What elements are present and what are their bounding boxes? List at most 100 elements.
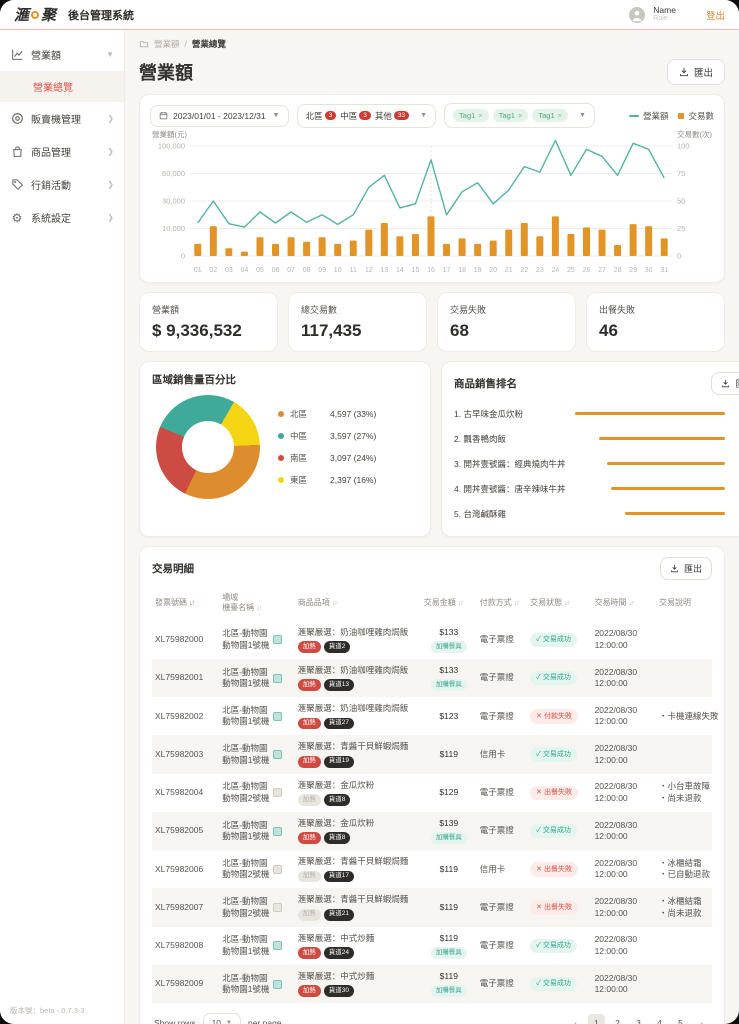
legend-swatch (628, 114, 639, 117)
column-header-3[interactable]: 交易金額 ↓↑ (421, 586, 477, 621)
sidebar-item-1[interactable]: 販賣機管理 ❯ (0, 102, 124, 135)
calendar-icon (159, 111, 168, 120)
sidebar-item-3[interactable]: 行銷活動 ❯ (0, 168, 124, 201)
table-row[interactable]: XL75982003 北區-動物園 動物園1號機 滙聚嚴選：青醬干貝鮮蝦焗麵 加熱 貨道1… (152, 735, 712, 774)
table-row[interactable]: XL75982005 北區-動物園 動物園1號機 滙聚嚴選：金瓜炊粉 加熱 貨道8 $139… (152, 811, 712, 851)
page-button-4[interactable]: 4 (651, 1014, 668, 1024)
svg-text:22: 22 (520, 267, 528, 274)
page-button-2[interactable]: 2 (609, 1014, 626, 1024)
page-button-1[interactable]: 1 (588, 1014, 605, 1024)
column-header-1[interactable]: 場域 機臺名稱 ↓↑ (219, 586, 295, 621)
sort-icon[interactable]: ↓↑ (331, 600, 338, 608)
avatar[interactable] (629, 6, 646, 23)
ranking-item: 1. 古早味金瓜炊粉 4,597 (454, 401, 739, 426)
column-header-2[interactable]: 商品品項 ↓↑ (295, 586, 421, 621)
tag-pill[interactable]: Tag1 × (492, 109, 529, 122)
column-header-4[interactable]: 付款方式 ↓↑ (477, 586, 527, 621)
sort-icon[interactable]: ↓↑ (628, 600, 635, 608)
date-range-select[interactable]: 2023/01/01 - 2023/12/31 ▼ (150, 104, 289, 127)
product-name: 滙聚嚴選：青醬干貝鮮蝦焗麵 (297, 894, 409, 905)
machine-status-icon (273, 864, 283, 874)
remove-tag-icon[interactable]: × (517, 111, 523, 120)
rows-per-page-select[interactable]: 10 ▼ (202, 1013, 241, 1024)
page-button-3[interactable]: 3 (630, 1014, 647, 1024)
machine-region: 北區-動物園 (222, 819, 268, 830)
cell-machine: 北區-動物園 動物園1號機 (219, 659, 295, 697)
cell-payment: 電子票證 (479, 634, 514, 645)
sort-icon[interactable]: ↓↑ (513, 600, 520, 608)
ranking-item: 3. 開丼壹號醬：經典燒肉牛丼 3,622 (454, 451, 739, 476)
sidebar-subitem-營業總覽[interactable]: 營業總覽 (0, 71, 124, 102)
machine-region: 北區-動物園 (222, 934, 268, 945)
cell-payment: 電子票證 (479, 901, 514, 912)
status-badge: ✓ 交易成功 (530, 747, 577, 762)
status-badge: ✕ 出餐失敗 (530, 785, 578, 801)
table-row[interactable]: XL75982002 北區-動物園 動物園1號機 滙聚嚴選：奶油咖哩雞肉焗飯 加熱 貨道2… (152, 697, 719, 735)
table-row[interactable]: XL75982009 北區-動物園 動物園1號機 滙聚嚴選：中式炒麵 加熱 貨道30 $11… (152, 964, 712, 1004)
remove-tag-icon[interactable]: × (557, 111, 563, 120)
cell-amount: $119 (421, 850, 477, 888)
page-export-button[interactable]: 匯出 (666, 59, 725, 85)
region-select[interactable]: 北區 3 中區 3 其他 33 ▼ (296, 103, 437, 128)
amount-value: $119 (439, 863, 458, 874)
product-name: 1. 古早味金瓜炊粉 (454, 408, 523, 419)
prev-page-button[interactable]: ‹ (567, 1014, 584, 1024)
table-row[interactable]: XL75982004 北區-動物園 動物園2號機 滙聚嚴選：金瓜炊粉 加熱 貨道8 $129… (152, 774, 712, 812)
next-page-button[interactable]: › (693, 1014, 710, 1024)
breadcrumb-root[interactable]: 營業額 (154, 39, 180, 49)
column-header-0[interactable]: 發票號碼 ↓↑ (152, 586, 219, 621)
svg-text:28: 28 (614, 267, 622, 274)
page-button-5[interactable]: 5 (672, 1014, 689, 1024)
cell-time: 2022/08/30 12:00:00 (592, 927, 656, 965)
cell-time: 2022/08/30 12:00:00 (592, 621, 656, 659)
legend-dot (278, 477, 284, 483)
ranking-export-button[interactable]: 匯出 (711, 372, 739, 395)
svg-text:27: 27 (598, 267, 606, 274)
column-header-6[interactable]: 交易時間 ↓↑ (592, 586, 656, 621)
transaction-date: 2022/08/30 (594, 743, 638, 754)
lane-badge: 貨道30 (323, 985, 355, 998)
logo-dot-icon (31, 10, 40, 19)
table-row[interactable]: XL75982007 北區-動物園 動物園2號機 滙聚嚴選：青醬干貝鮮蝦焗麵 加熱 貨道2… (152, 888, 712, 927)
cell-machine: 北區-動物園 動物園1號機 (219, 735, 295, 773)
sort-icon[interactable]: ↓↑ (564, 600, 570, 608)
lane-badge: 貨道8 (323, 794, 351, 806)
heat-badge: 加熱 (297, 870, 321, 883)
machine-name: 動物園1號機 (222, 639, 270, 650)
cell-invoice: XL75982009 (155, 978, 204, 989)
cell-machine: 北區-動物園 動物園1號機 (219, 965, 295, 1003)
machine-name: 動物園1號機 (222, 678, 270, 689)
note-line: ・卡機連線失敗 (658, 710, 719, 721)
sort-icon[interactable]: ↓↑ (457, 600, 464, 608)
cell-amount: $119 (421, 888, 477, 926)
cell-notes (656, 927, 712, 965)
machine-name: 動物園2號機 (222, 792, 270, 803)
table-row[interactable]: XL75982008 北區-動物園 動物園1號機 滙聚嚴選：中式炒麵 加熱 貨道24 $11… (152, 927, 712, 965)
note-line: ・尚未退款 (658, 792, 702, 803)
tag-pill[interactable]: Tag1 × (532, 109, 569, 122)
rows-per-page-value: 10 (211, 1017, 222, 1024)
sidebar-item-0[interactable]: 營業額 ▼ (0, 38, 124, 71)
donut-legend-item: 東區 2,397 (16%) (278, 474, 376, 486)
table-export-button[interactable]: 匯出 (659, 557, 712, 580)
breadcrumb-current: 營業總覽 (191, 39, 226, 49)
cell-payment: 電子票證 (479, 825, 514, 836)
ranking-bar (607, 462, 726, 465)
sidebar-item-4[interactable]: ⚙ 系統設定 ❯ (0, 201, 124, 234)
tag-pill[interactable]: Tag1 × (453, 109, 489, 122)
column-header-5[interactable]: 交易狀態 ↓↑ (527, 586, 591, 621)
legend-dot (278, 455, 284, 461)
sort-icon[interactable]: ↓↑ (256, 605, 262, 613)
remove-tag-icon[interactable]: × (478, 111, 483, 120)
tag-label: Tag1 (538, 111, 555, 120)
machine-name: 動物園1號機 (222, 984, 270, 994)
tag-select[interactable]: Tag1 × Tag1 × Tag1 × ▼ (444, 103, 595, 128)
logout-link[interactable]: 登出 (705, 10, 725, 22)
sort-icon[interactable]: ↓↑ (189, 600, 195, 608)
amount-value: $133 (439, 665, 459, 676)
table-row[interactable]: XL75982001 北區-動物園 動物園1號機 滙聚嚴選：奶油咖哩雞肉焗飯 加熱 貨道1… (152, 659, 712, 698)
table-row[interactable]: XL75982000 北區-動物園 動物園1號機 滙聚嚴選：奶油咖哩雞肉焗飯 加熱 貨道2… (152, 621, 712, 659)
sidebar-item-2[interactable]: 商品管理 ❯ (0, 135, 124, 168)
machine-region: 北區-動物園 (222, 781, 268, 792)
table-row[interactable]: XL75982006 北區-動物園 動物園2號機 滙聚嚴選：青醬干貝鮮蝦焗麵 加熱 貨道1… (152, 850, 712, 888)
